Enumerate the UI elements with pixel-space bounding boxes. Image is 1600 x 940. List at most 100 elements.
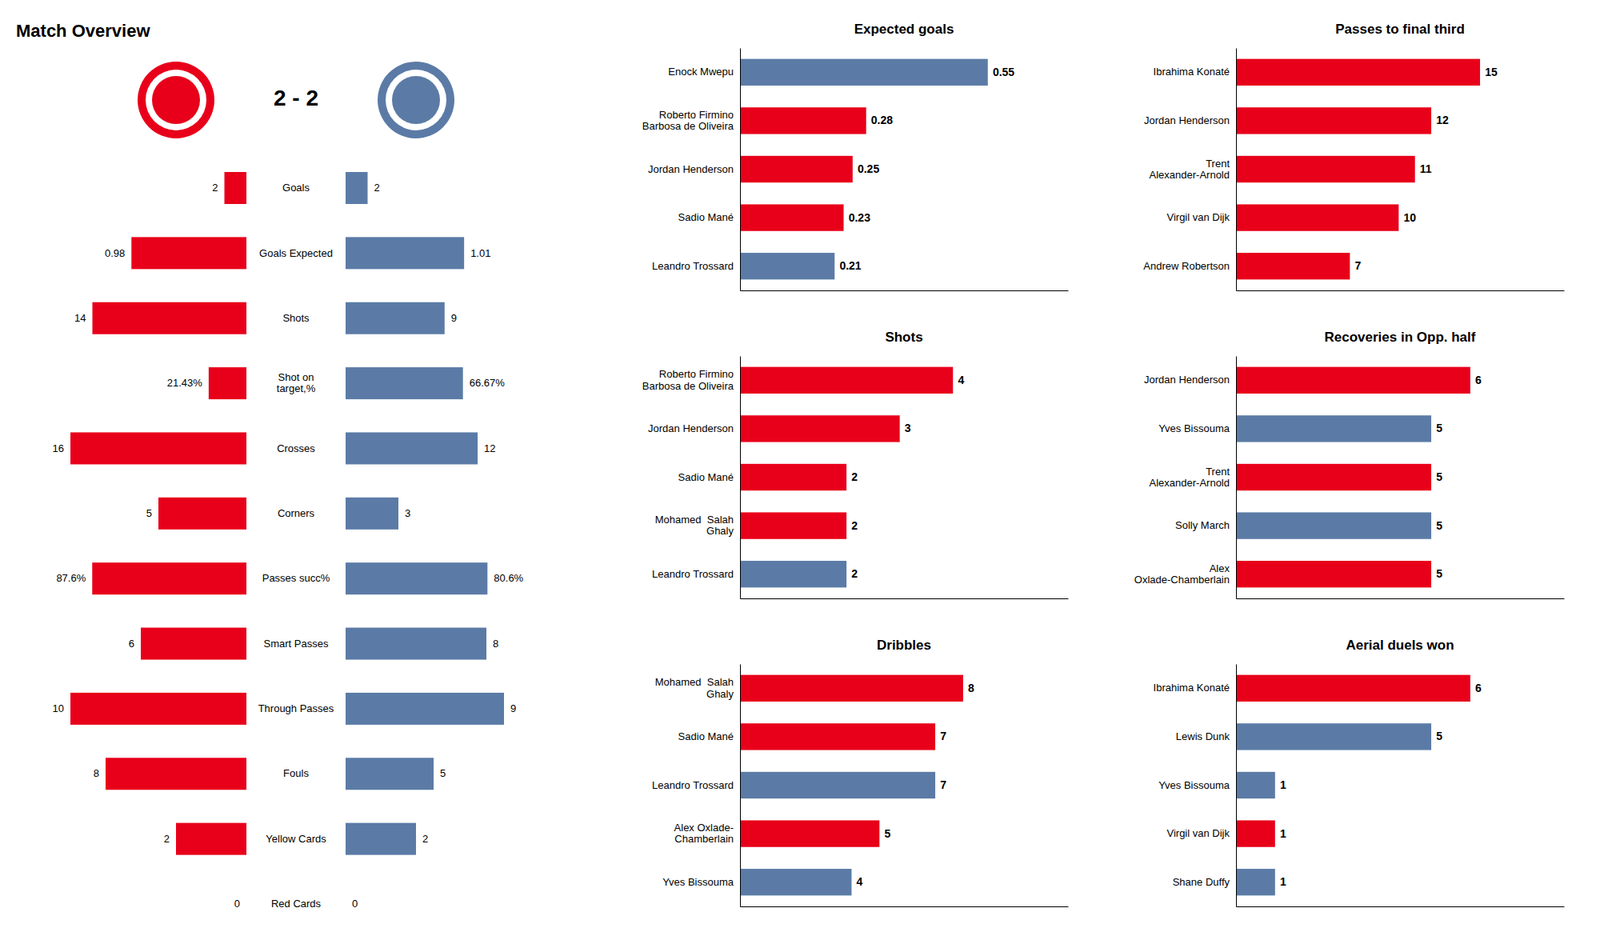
text-line: Goals Expected	[259, 247, 333, 260]
text-line: Yves Bissouma	[1158, 779, 1231, 792]
tick-label: TrentAlexander-Arnold	[1149, 465, 1231, 489]
text-line: Through Passes	[258, 702, 335, 715]
tick-label: Andrew Robertson	[1143, 260, 1230, 272]
tick: Andrew Robertson	[1143, 260, 1230, 272]
y-axis-line	[740, 356, 741, 600]
bar-panel: Shots Roberto FirminoBarbosa de Oliveira J…	[642, 329, 1069, 600]
text-line: Alexander-Arnold	[1149, 476, 1230, 489]
text-line: Alex Oxlade-	[674, 821, 734, 834]
text-line: Lewis Dunk	[1176, 730, 1231, 743]
bar	[1236, 868, 1276, 896]
bar	[246, 888, 248, 920]
text-line: Crosses	[276, 442, 316, 455]
data-label: 3	[404, 507, 411, 520]
x-axis-line	[1236, 906, 1565, 908]
bar	[345, 562, 488, 595]
score: 2 - 2	[273, 85, 319, 111]
chart-title: Aerial duels won	[1345, 637, 1454, 653]
chart-title: Shots	[884, 329, 923, 345]
text-line: Smart Passes	[264, 637, 329, 650]
bar	[345, 888, 347, 920]
x-axis	[1236, 290, 1565, 292]
text-line: Virgil van Dijk	[1166, 211, 1230, 224]
category-label: Corners	[277, 507, 316, 520]
data-label: 5	[146, 507, 152, 520]
text-line: Roberto Firmino	[659, 108, 734, 121]
bar	[740, 107, 867, 134]
data-label: 10	[1404, 211, 1417, 224]
data-labels: 65111	[1280, 681, 1482, 888]
data-label: 1	[1280, 875, 1287, 888]
bar	[740, 723, 936, 750]
tick-label: Roberto FirminoBarbosa de Oliveira	[642, 108, 735, 132]
bar	[1236, 820, 1276, 847]
data-label: 4	[957, 373, 964, 387]
tick: Roberto FirminoBarbosa de Oliveira	[642, 108, 735, 132]
category-label: Red Cards	[271, 897, 322, 910]
data-label: 1	[1280, 827, 1287, 840]
text-line: Virgil van Dijk	[1166, 827, 1230, 840]
bar	[345, 823, 416, 856]
tick-label: TrentAlexander-Arnold	[1149, 157, 1231, 181]
y-axis: Jordan HendersonYves BissoumaTrentAlexan…	[1134, 356, 1237, 600]
bars	[740, 59, 988, 280]
data-labels: 151211107	[1355, 65, 1498, 272]
data-label: 9	[510, 702, 516, 715]
data-label: 0.23	[848, 211, 871, 224]
text-line: Jordan Henderson	[1144, 114, 1230, 127]
team-logo-ring	[152, 76, 200, 124]
text-line: Fouls	[283, 767, 309, 780]
text-line: Barbosa de Oliveira	[642, 380, 735, 392]
bar	[345, 628, 487, 660]
tick: Ibrahima Konaté	[1153, 681, 1230, 694]
tick: TrentAlexander-Arnold	[1149, 157, 1231, 181]
data-label: 7	[940, 729, 947, 743]
text-line: Jordan Henderson	[648, 163, 734, 176]
bars	[740, 367, 953, 588]
x-axis-line	[1236, 598, 1565, 600]
bar	[740, 204, 844, 231]
bar	[740, 772, 936, 799]
bar	[176, 823, 247, 856]
category-label: Goals Expected	[259, 247, 333, 260]
bars	[70, 172, 504, 856]
tick-label: Roberto FirminoBarbosa de Oliveira	[642, 368, 735, 392]
bar	[224, 172, 248, 204]
tick: Alex Oxlade-Chamberlain	[674, 821, 734, 845]
category-label: Goals	[282, 181, 310, 194]
bars	[1236, 367, 1471, 588]
tick-label: Ibrahima Konaté	[1153, 681, 1230, 694]
bar	[140, 628, 247, 660]
tick: Mohamed SalahGhaly	[655, 676, 735, 700]
chart-title: Dribbles	[876, 637, 932, 653]
bars	[740, 675, 964, 896]
bar	[740, 415, 900, 442]
tick: Jordan Henderson	[1144, 373, 1230, 386]
bar	[740, 59, 988, 86]
bar	[158, 497, 247, 530]
text-line: Solly March	[1175, 519, 1230, 532]
data-label: 2	[851, 519, 858, 532]
tick: Sadio Mané	[678, 471, 734, 484]
text-line: Shane Duffy	[1172, 876, 1231, 888]
text-line: Oxlade-Chamberlain	[1134, 573, 1230, 586]
category-label: Fouls	[283, 767, 309, 780]
tick: Virgil van Dijk	[1166, 827, 1230, 840]
team-logo-ring	[392, 76, 440, 124]
tick: Jordan Henderson	[648, 422, 734, 435]
data-label: 66.67%	[469, 376, 506, 389]
y-axis: Enock Mwepu Roberto FirminoBarbosa de Oli…	[642, 48, 741, 292]
bar-panel: DribblesMohamed SalahGhalySadio ManéLean…	[652, 637, 1068, 908]
data-label: 7	[940, 778, 947, 792]
text-line: Ibrahima Konaté	[1153, 65, 1230, 78]
tick-label: Enock Mwepu	[668, 65, 734, 78]
bar	[345, 302, 445, 335]
tick: Enock Mwepu	[668, 65, 734, 78]
data-label: 21.43%	[167, 376, 204, 389]
bar	[1236, 252, 1350, 280]
data-label: 5	[884, 827, 891, 840]
data-label: 0.21	[839, 259, 861, 272]
text-line: Enock Mwepu	[668, 65, 734, 78]
labels: Goals22Goals Expected0.981.01Shots149Sho…	[52, 181, 524, 910]
tick-label: Leandro Trossard	[652, 568, 734, 580]
